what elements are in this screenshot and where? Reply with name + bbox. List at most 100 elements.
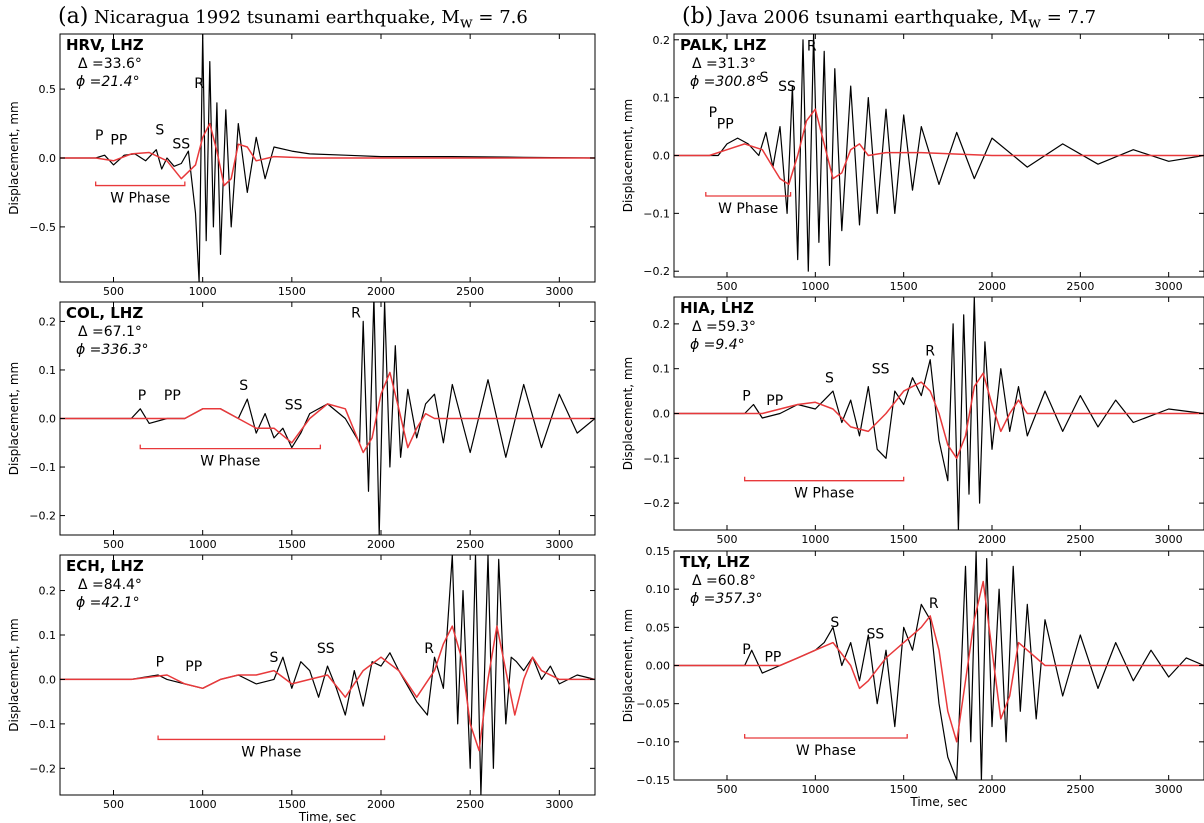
x-tick-label: 1000 bbox=[189, 538, 217, 551]
y-tick-label: −0.2 bbox=[643, 497, 670, 510]
x-tick-label: 2500 bbox=[456, 538, 484, 551]
y-tick-label: 0.0 bbox=[39, 152, 57, 165]
x-tick-label: 1500 bbox=[278, 285, 306, 298]
y-tick-label: 0.15 bbox=[646, 545, 671, 558]
observed-trace bbox=[674, 297, 1204, 530]
synthetic-trace bbox=[674, 580, 1204, 743]
phi-label: ϕ =21.4° bbox=[76, 74, 140, 90]
synthetic-trace bbox=[674, 108, 1204, 186]
phase-label-s: S bbox=[155, 123, 164, 139]
phase-label-r: R bbox=[807, 38, 817, 54]
x-tick-label: 3000 bbox=[1155, 280, 1183, 293]
column-a-title: (a) Nicaragua 1992 tsunami earthquake, M… bbox=[58, 4, 528, 32]
w-phase-bracket bbox=[744, 476, 905, 482]
station-label: HIA, LHZ bbox=[680, 299, 754, 317]
w-phase-label: W Phase bbox=[794, 486, 854, 502]
w-phase-bracket bbox=[139, 444, 322, 450]
w-phase-bracket bbox=[157, 735, 386, 741]
phase-label-pp: PP bbox=[766, 393, 783, 409]
phase-label-r: R bbox=[925, 344, 935, 360]
x-tick-label: 3000 bbox=[545, 285, 573, 298]
y-axis-label: Displacement, mm bbox=[621, 609, 635, 723]
y-tick-label: 0.2 bbox=[39, 585, 57, 598]
panel-hia: 500 1000 1500 2000 2500 3000 −0.2 −0.1 0.0 0.1 0.2… bbox=[621, 296, 1204, 546]
x-tick-label: 2500 bbox=[1066, 280, 1094, 293]
panel-palk: 500 1000 1500 2000 2500 3000 −0.2 −0.1 0.0 0.1 0.2… bbox=[621, 33, 1204, 293]
x-tick-label: 1000 bbox=[189, 285, 217, 298]
x-tick-label: 1500 bbox=[890, 533, 918, 546]
y-tick-label: 0.1 bbox=[653, 92, 671, 105]
phase-label-pp: PP bbox=[764, 650, 781, 666]
panel-ech: 500 1000 1500 2000 2500 3000 −0.2 −0.1 0.0 0.1 0.2… bbox=[7, 554, 596, 823]
phase-label-s: S bbox=[760, 70, 769, 86]
y-axis-label: Displacement, mm bbox=[621, 99, 635, 213]
phase-label-s: S bbox=[825, 371, 834, 387]
station-label: ECH, LHZ bbox=[66, 557, 144, 575]
panel-hrv: 500 1000 1500 2000 2500 3000 −0.5 0.0 0.5 Displac… bbox=[7, 33, 596, 298]
phase-label-ss: SS bbox=[778, 79, 796, 95]
x-axis-label: Time, sec bbox=[909, 795, 967, 809]
x-tick-label: 2000 bbox=[367, 798, 395, 811]
phase-label-pp: PP bbox=[185, 659, 202, 675]
column-b-title: (b) Java 2006 tsunami earthquake, Mw = 7… bbox=[682, 4, 1096, 32]
phase-label-p: P bbox=[138, 388, 146, 404]
x-tick-label: 500 bbox=[103, 285, 124, 298]
w-phase-label: W Phase bbox=[200, 454, 260, 470]
delta-label: Δ =60.8° bbox=[692, 573, 756, 589]
x-tick-label: 3000 bbox=[1155, 783, 1183, 796]
y-tick-label: 0.00 bbox=[646, 660, 671, 673]
y-tick-label: 0.1 bbox=[39, 629, 57, 642]
y-tick-label: 0.0 bbox=[653, 408, 671, 421]
w-phase-bracket bbox=[705, 192, 792, 197]
phase-label-ss: SS bbox=[172, 136, 190, 152]
x-tick-label: 2500 bbox=[456, 285, 484, 298]
observed-trace bbox=[674, 34, 1204, 272]
w-phase-label: W Phase bbox=[718, 201, 778, 217]
phi-label: ϕ =357.3° bbox=[690, 591, 763, 607]
x-tick-label: 3000 bbox=[1155, 533, 1183, 546]
column-a-mag-sub: w bbox=[459, 13, 473, 32]
x-tick-label: 1500 bbox=[278, 538, 306, 551]
x-tick-label: 2000 bbox=[367, 538, 395, 551]
column-b-mag-sub: w bbox=[1028, 13, 1041, 32]
y-tick-label: 0.2 bbox=[653, 34, 671, 47]
phase-label-ss: SS bbox=[285, 398, 303, 414]
phase-label-r: R bbox=[194, 76, 204, 92]
y-tick-label: −0.10 bbox=[636, 736, 670, 749]
phi-label: ϕ =336.3° bbox=[76, 342, 149, 358]
phase-label-p: P bbox=[742, 389, 750, 405]
x-tick-label: 1000 bbox=[189, 798, 217, 811]
x-tick-label: 1000 bbox=[801, 783, 829, 796]
y-tick-label: −0.1 bbox=[29, 718, 56, 731]
x-tick-label: 2500 bbox=[456, 798, 484, 811]
delta-label: Δ =59.3° bbox=[692, 319, 756, 335]
y-tick-label: 0.5 bbox=[39, 83, 57, 96]
phi-label: ϕ =42.1° bbox=[76, 595, 140, 611]
x-axis-label: Time, sec bbox=[298, 810, 356, 823]
x-tick-label: 500 bbox=[717, 533, 738, 546]
phase-label-p: P bbox=[95, 128, 103, 144]
delta-label: Δ =33.6° bbox=[78, 56, 142, 72]
x-tick-label: 500 bbox=[103, 798, 124, 811]
column-a-text: Nicaragua 1992 tsunami earthquake, M bbox=[94, 7, 460, 28]
phase-label-ss: SS bbox=[867, 627, 885, 643]
phase-label-p: P bbox=[709, 105, 717, 121]
synthetic-trace bbox=[674, 372, 1204, 460]
w-phase-label: W Phase bbox=[110, 191, 170, 207]
phase-label-s: S bbox=[270, 650, 279, 666]
y-tick-label: 0.05 bbox=[646, 621, 671, 634]
y-tick-label: −0.2 bbox=[29, 762, 56, 775]
column-b-label: (b) bbox=[682, 4, 714, 29]
panel-col: 500 1000 1500 2000 2500 3000 −0.2 −0.1 0.0 0.1 0.2… bbox=[7, 301, 596, 551]
station-label: COL, LHZ bbox=[66, 304, 143, 322]
column-a-mag-value: = 7.6 bbox=[472, 7, 528, 28]
synthetic-trace bbox=[60, 122, 595, 187]
y-tick-label: 0.2 bbox=[653, 318, 671, 331]
x-tick-label: 1500 bbox=[890, 280, 918, 293]
y-tick-label: −0.2 bbox=[29, 510, 56, 523]
panel-tly: 500 1000 1500 2000 2500 3000 −0.15 −0.10 −0.05 0.… bbox=[621, 545, 1204, 809]
y-tick-label: 0.10 bbox=[646, 583, 671, 596]
column-b-mag-value: = 7.7 bbox=[1040, 7, 1097, 28]
y-axis-label: Displacement, mm bbox=[621, 357, 635, 471]
